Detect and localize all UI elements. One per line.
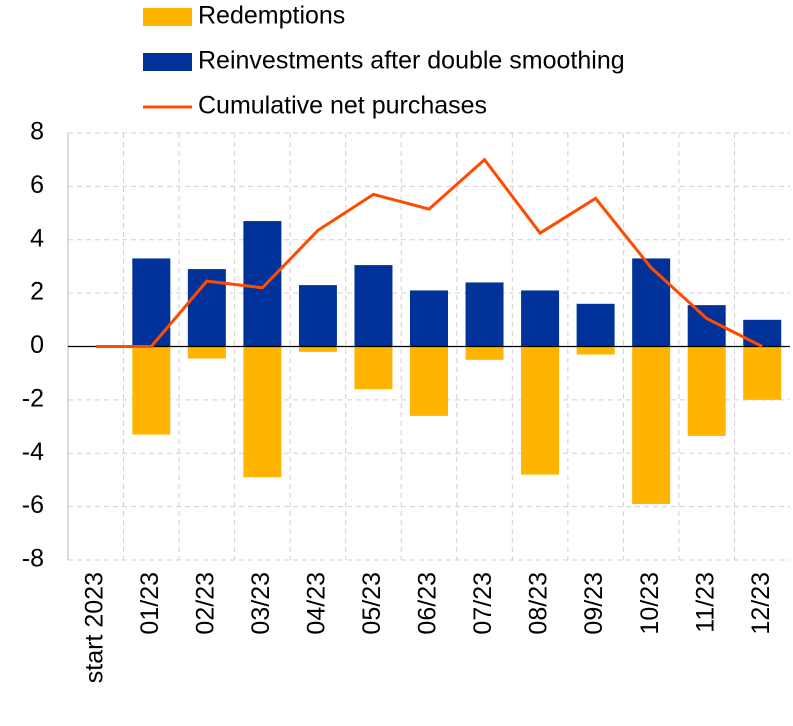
bar (298, 285, 337, 347)
y-tick-label: 6 (30, 171, 44, 199)
bar (187, 346, 226, 359)
y-tick-label: -8 (22, 545, 44, 573)
legend-label: Cumulative net purchases (198, 92, 487, 120)
bar (743, 319, 782, 347)
bar (576, 303, 615, 347)
x-tick-label: 11/23 (691, 572, 719, 633)
bar (465, 282, 504, 347)
y-tick-label: -6 (22, 491, 44, 519)
x-tick-label: 04/23 (303, 572, 331, 635)
bar (410, 290, 448, 347)
bar (632, 258, 671, 347)
bar (743, 346, 782, 400)
legend-label: Reinvestments after double smoothing (198, 47, 625, 75)
bar (521, 290, 560, 347)
x-tick-label: 07/23 (469, 572, 497, 635)
line (95, 157, 763, 348)
y-tick-label: 8 (30, 118, 44, 146)
x-tick-label: 02/23 (191, 572, 219, 635)
bar (132, 258, 171, 347)
bar (465, 346, 504, 360)
x-tick-label: 06/23 (414, 572, 442, 635)
x-tick-label: 01/23 (136, 572, 164, 635)
y-tick-label: 4 (30, 224, 44, 252)
bar (632, 346, 671, 504)
x-tick-label: 12/23 (747, 572, 775, 635)
x-tick-label: 03/23 (247, 572, 275, 635)
legend-label: Redemptions (198, 2, 345, 30)
bar (354, 265, 393, 347)
bar (132, 346, 171, 435)
y-tick-label: 0 (30, 331, 44, 359)
y-tick-label: -2 (22, 384, 44, 412)
bar (243, 346, 282, 478)
bar (576, 346, 615, 355)
bar (410, 346, 448, 416)
x-tick-label: 09/23 (580, 572, 608, 635)
bar (298, 346, 337, 352)
bar (521, 346, 560, 475)
x-tick-label: 10/23 (636, 572, 664, 635)
x-tick-label: 05/23 (358, 572, 386, 635)
legend-swatch (143, 8, 192, 26)
x-tick-label: start 2023 (80, 572, 108, 683)
y-tick-label: -4 (22, 438, 44, 466)
y-tick-label: 2 (30, 278, 44, 306)
bar (687, 346, 726, 436)
bar (243, 221, 282, 347)
x-tick-label: 08/23 (525, 572, 553, 635)
bar (354, 346, 393, 390)
legend-swatch (143, 53, 192, 71)
